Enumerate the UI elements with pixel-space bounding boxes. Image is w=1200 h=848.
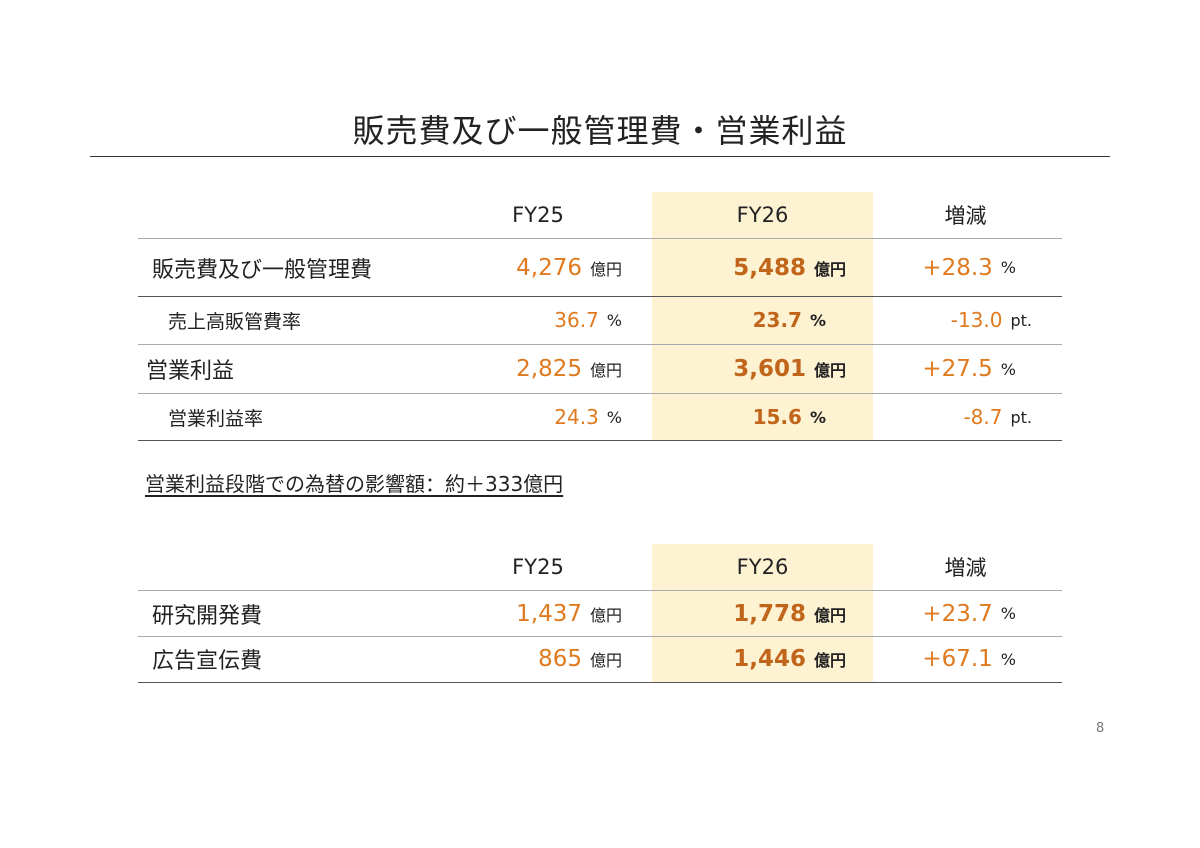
change-value: +23.7 <box>922 600 993 627</box>
page-title: 販売費及び一般管理費・営業利益 <box>352 112 848 150</box>
fy26-unit: 億円 <box>813 361 846 380</box>
title-divider <box>90 156 1110 157</box>
header-fy26: FY26 <box>736 203 789 227</box>
change-unit: % <box>1000 649 1016 669</box>
fy25-unit: % <box>606 407 622 427</box>
change-unit: pt. <box>1010 407 1032 427</box>
fy26-value: 3,601 <box>733 356 806 382</box>
fy26-highlight-column <box>652 192 873 440</box>
header-change: 増減 <box>944 556 987 580</box>
change-value: +27.5 <box>922 356 993 382</box>
header-change: 増減 <box>944 204 987 228</box>
row-label: 売上高販管費率 <box>168 310 302 333</box>
fy25-unit: 億円 <box>589 605 622 625</box>
fy25-value: 865 <box>538 646 582 672</box>
fy25-value: 24.3 <box>554 405 599 429</box>
fx-impact-note: 営業利益段階での為替の影響額：約＋333億円 <box>145 472 564 496</box>
fy26-value: 15.6 <box>752 405 802 429</box>
row-label: 研究開発費 <box>152 603 263 629</box>
fy25-unit: 億円 <box>589 651 622 670</box>
sga-table: FY25 FY26 増減 販売費及び一般管理費 4,276 億円 5,488 億円 … <box>138 192 1062 442</box>
table-row: 営業利益率 24.3% 15.6% -8.7 pt. <box>138 394 1062 441</box>
fy26-value: 23.7 <box>752 308 802 332</box>
table-row: 広告宣伝費 865 億円 1,446 億円 +67.1% <box>138 636 1062 683</box>
fy26-unit: 億円 <box>813 651 846 670</box>
change-value: -13.0 <box>950 308 1003 332</box>
fy25-value: 1,437 <box>516 600 582 627</box>
fy26-value: 1,778 <box>733 600 806 627</box>
header-fy25: FY25 <box>512 555 564 579</box>
table-row: 販売費及び一般管理費 4,276 億円 5,488 億円 +28.3% <box>138 238 1062 297</box>
change-value: +28.3 <box>922 254 993 281</box>
row-label: 販売費及び一般管理費 <box>152 257 373 283</box>
fy25-value: 36.7 <box>554 308 599 332</box>
fy25-value: 2,825 <box>516 356 582 382</box>
table-row: 売上高販管費率 36.7% 23.7% -13.0 pt. <box>138 296 1062 345</box>
change-unit: % <box>1000 359 1016 379</box>
change-value: -8.7 <box>963 405 1003 429</box>
table-row: 研究開発費 1,437 億円 1,778 億円 +23.7% <box>138 590 1062 637</box>
fy26-unit: 億円 <box>813 605 846 625</box>
fy26-value: 1,446 <box>733 646 806 672</box>
fy25-value: 4,276 <box>516 254 582 281</box>
header-fy26: FY26 <box>736 555 789 579</box>
fy26-highlight-column <box>652 544 873 682</box>
fy26-value: 5,488 <box>733 254 806 281</box>
row-label: 営業利益 <box>146 359 235 384</box>
page-number: 8 <box>1096 721 1105 736</box>
expenses-table: FY25 FY26 増減 研究開発費 1,437 億円 1,778 億円 +23.7… <box>138 544 1062 684</box>
change-unit: % <box>1000 258 1016 277</box>
row-label: 広告宣伝費 <box>152 649 263 674</box>
change-value: +67.1 <box>922 646 993 672</box>
fy26-unit: % <box>809 407 826 427</box>
row-label: 営業利益率 <box>168 407 264 430</box>
table-row: 営業利益 2,825 億円 3,601 億円 +27.5% <box>138 345 1062 394</box>
fy26-unit: 億円 <box>813 259 846 279</box>
change-unit: % <box>1000 604 1016 623</box>
fy25-unit: 億円 <box>589 361 622 380</box>
fy25-unit: % <box>606 310 622 330</box>
fy26-unit: % <box>809 310 826 330</box>
change-unit: pt. <box>1010 310 1032 330</box>
fy25-unit: 億円 <box>589 259 622 279</box>
header-fy25: FY25 <box>512 203 564 227</box>
